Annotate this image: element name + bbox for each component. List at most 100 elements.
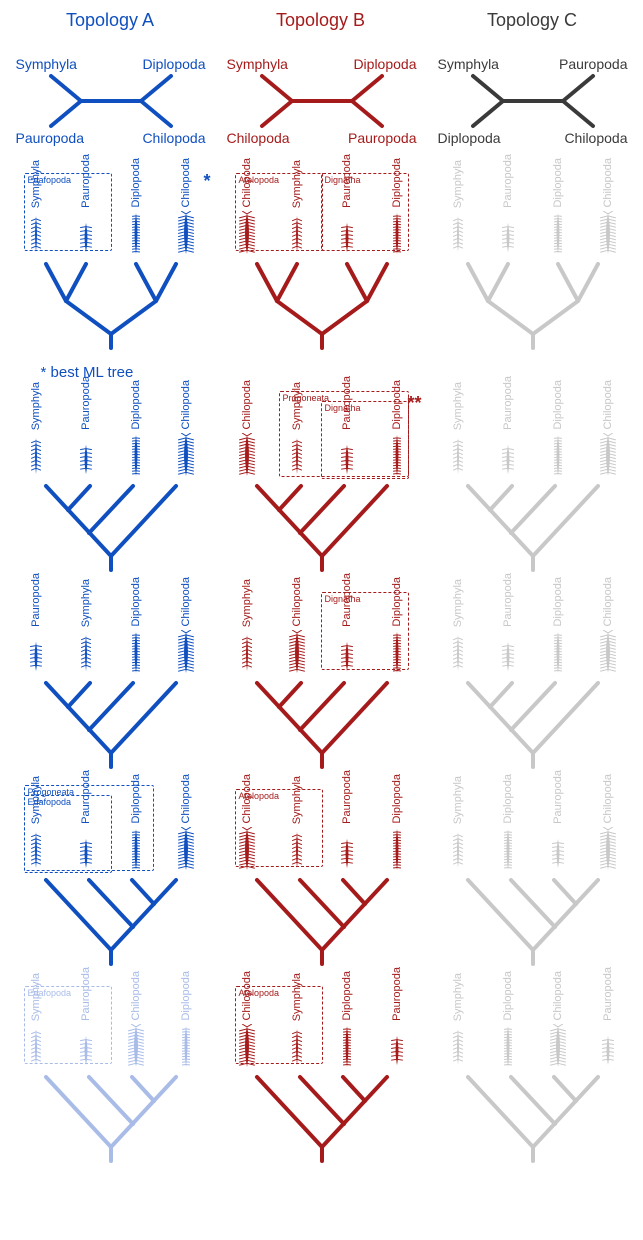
- taxon-label: Chilopoda: [602, 774, 614, 824]
- taxon-label: Chilopoda: [180, 380, 192, 430]
- header-b: Topology B: [276, 10, 365, 31]
- taxon-label: Pauropoda: [80, 154, 92, 208]
- taxon-label: Chilopoda: [241, 158, 253, 208]
- taxon-label: Symphyla: [291, 776, 303, 824]
- taxon-label: Symphyla: [227, 56, 288, 72]
- taxon-item: Symphyla: [26, 382, 46, 478]
- taxon-label: Diplopoda: [341, 971, 353, 1021]
- taxon-item: Pauropoda: [498, 573, 518, 675]
- taxon-label: Pauropoda: [16, 130, 85, 146]
- symphyla-icon: [287, 433, 307, 478]
- pauropoda-icon: [498, 433, 518, 478]
- chilopoda-icon: [176, 211, 196, 256]
- chilopoda-icon: [176, 827, 196, 872]
- symphyla-icon: [448, 211, 468, 256]
- diplopoda-icon: [548, 630, 568, 675]
- taxon-item: Chilopoda: [237, 380, 257, 478]
- symphyla-icon: [287, 1024, 307, 1069]
- taxon-label: Diplopoda: [552, 158, 564, 208]
- taxon-row: Chilopoda Symphyla Pauropoda Diplopoda: [222, 181, 422, 256]
- taxon-label: Chilopoda: [130, 971, 142, 1021]
- taxon-label: Chilopoda: [241, 380, 253, 430]
- chilopoda-icon: [237, 827, 257, 872]
- taxon-item: Diplopoda: [548, 380, 568, 478]
- symphyla-icon: [448, 1024, 468, 1069]
- taxon-label: Symphyla: [438, 56, 499, 72]
- pauropoda-icon: [26, 630, 46, 675]
- taxon-item: Diplopoda: [387, 774, 407, 872]
- taxon-label: Pauropoda: [391, 967, 403, 1021]
- taxon-item: Chilopoda: [598, 158, 618, 256]
- tree-panel-c: Symphyla Diplopoda Chilopoda Pauropoda: [433, 994, 633, 1169]
- taxon-item: Pauropoda: [548, 770, 568, 872]
- diplopoda-icon: [337, 1024, 357, 1069]
- pauropoda-icon: [76, 433, 96, 478]
- symphyla-icon: [26, 433, 46, 478]
- taxon-label: Pauropoda: [341, 573, 353, 627]
- taxon-item: Diplopoda: [498, 971, 518, 1069]
- chilopoda-icon: [548, 1024, 568, 1069]
- pauropoda-icon: [498, 211, 518, 256]
- diplopoda-icon: [126, 630, 146, 675]
- taxon-label: Diplopoda: [130, 774, 142, 824]
- diplopoda-icon: [387, 827, 407, 872]
- taxon-label: Chilopoda: [564, 130, 627, 146]
- taxon-label: Diplopoda: [130, 158, 142, 208]
- taxon-label: Symphyla: [80, 579, 92, 627]
- tree-row: Progoneata Edafopoda Symphyla Pauropoda …: [5, 797, 638, 972]
- taxon-label: Diplopoda: [391, 577, 403, 627]
- taxon-label: Diplopoda: [552, 380, 564, 430]
- taxon-label: Chilopoda: [227, 130, 290, 146]
- taxon-label: Pauropoda: [80, 967, 92, 1021]
- taxon-label: Symphyla: [452, 776, 464, 824]
- taxon-label: Pauropoda: [341, 154, 353, 208]
- symphyla-icon: [448, 630, 468, 675]
- pauropoda-icon: [337, 211, 357, 256]
- chilopoda-icon: [598, 827, 618, 872]
- taxon-item: Symphyla: [287, 973, 307, 1069]
- taxon-label: Diplopoda: [552, 577, 564, 627]
- taxon-label: Chilopoda: [552, 971, 564, 1021]
- taxon-label: Symphyla: [30, 973, 42, 1021]
- taxon-item: Symphyla: [26, 776, 46, 872]
- taxon-row: Symphyla Pauropoda Diplopoda Chilopoda: [433, 181, 633, 256]
- pauropoda-icon: [76, 827, 96, 872]
- tree-row: * Edafopoda Symphyla Pauropoda Diplopoda…: [5, 181, 638, 381]
- chilopoda-icon: [598, 433, 618, 478]
- taxon-item: Diplopoda: [337, 971, 357, 1069]
- taxon-item: Diplopoda: [126, 380, 146, 478]
- taxon-label: Symphyla: [452, 579, 464, 627]
- taxon-row: Symphyla Diplopoda Chilopoda Pauropoda: [433, 994, 633, 1069]
- taxon-label: Symphyla: [452, 160, 464, 208]
- taxon-label: Diplopoda: [391, 158, 403, 208]
- header-a: Topology A: [66, 10, 154, 31]
- footnote-best-ml: * best ML tree: [41, 364, 211, 381]
- taxon-item: Symphyla: [287, 382, 307, 478]
- tree-panel-c: Symphyla Pauropoda Diplopoda Chilopoda: [433, 600, 633, 775]
- tree-panel-a: Pauropoda Symphyla Diplopoda Chilopoda: [11, 600, 211, 775]
- taxon-item: Diplopoda: [498, 774, 518, 872]
- taxon-label: Pauropoda: [559, 56, 628, 72]
- taxon-label: Symphyla: [30, 382, 42, 430]
- pauropoda-icon: [598, 1024, 618, 1069]
- unrooted-tree: Symphyla Pauropoda Diplopoda Chilopoda: [433, 56, 633, 146]
- chilopoda-icon: [287, 630, 307, 675]
- diplopoda-icon: [498, 1024, 518, 1069]
- taxon-item: Symphyla: [448, 160, 468, 256]
- taxon-item: Symphyla: [26, 973, 46, 1069]
- taxon-row: Symphyla Pauropoda Diplopoda Chilopoda: [11, 181, 211, 256]
- taxon-label: Symphyla: [241, 579, 253, 627]
- symphyla-icon: [287, 211, 307, 256]
- taxon-label: Symphyla: [30, 160, 42, 208]
- taxon-label: Chilopoda: [291, 577, 303, 627]
- taxon-row: Symphyla Pauropoda Diplopoda Chilopoda: [11, 797, 211, 872]
- taxon-item: Pauropoda: [76, 967, 96, 1069]
- taxon-item: Pauropoda: [76, 770, 96, 872]
- taxon-label: Diplopoda: [142, 56, 205, 72]
- diplopoda-icon: [548, 433, 568, 478]
- tree-panel-a: Symphyla Pauropoda Diplopoda Chilopoda: [11, 403, 211, 578]
- taxon-label: Symphyla: [291, 382, 303, 430]
- pauropoda-icon: [498, 630, 518, 675]
- taxon-label: Chilopoda: [602, 577, 614, 627]
- symphyla-icon: [26, 1024, 46, 1069]
